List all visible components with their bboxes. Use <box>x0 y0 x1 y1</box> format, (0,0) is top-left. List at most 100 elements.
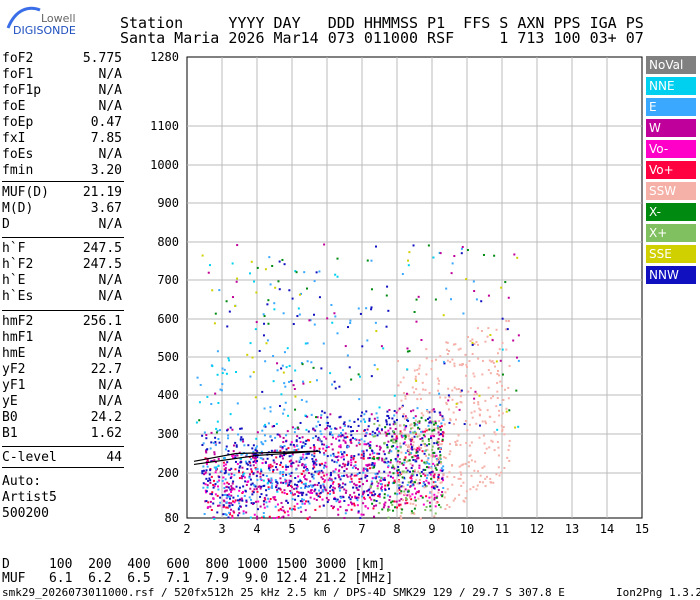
echo-point <box>400 490 403 493</box>
echo-point <box>384 426 387 429</box>
echo-point <box>345 454 348 457</box>
echo-point <box>313 447 316 450</box>
echo-point <box>429 473 432 476</box>
x-tick-label: 13 <box>565 522 579 536</box>
echo-point <box>471 338 474 341</box>
echo-point <box>390 459 393 462</box>
echo-point <box>312 366 315 369</box>
echo-point <box>222 476 225 479</box>
echo-point <box>400 471 403 474</box>
param-value: 0.47 <box>90 115 122 130</box>
echo-point <box>323 464 326 467</box>
echo-point <box>442 419 445 422</box>
echo-point <box>404 456 407 459</box>
echo-point <box>268 256 271 259</box>
footer-muf-row: MUF 6.1 6.2 6.5 7.1 7.9 9.0 12.4 21.2 [M… <box>2 571 394 586</box>
echo-point <box>422 414 425 417</box>
echo-point <box>441 431 444 434</box>
echo-point <box>232 454 235 457</box>
echo-point <box>426 458 429 461</box>
echo-point <box>381 457 384 460</box>
echo-point <box>459 395 462 398</box>
echo-point <box>297 507 300 510</box>
echo-point <box>326 317 329 320</box>
echo-point <box>396 460 399 463</box>
echo-point <box>202 482 205 485</box>
echo-point <box>236 494 239 497</box>
echo-point <box>426 474 429 477</box>
echo-point <box>293 487 296 490</box>
echo-point <box>228 496 231 499</box>
param-label: h`E <box>2 273 26 288</box>
echo-point <box>206 484 209 487</box>
echo-point <box>216 350 219 353</box>
echo-point <box>445 401 448 404</box>
echo-point <box>267 299 270 302</box>
echo-point <box>460 464 463 467</box>
echo-point <box>248 496 251 499</box>
echo-point <box>400 406 403 409</box>
echo-point <box>371 477 374 480</box>
echo-point <box>453 362 456 365</box>
echo-point <box>216 504 219 507</box>
echo-point <box>292 493 295 496</box>
echo-point <box>315 463 318 466</box>
echo-point <box>290 465 293 468</box>
echo-point <box>364 420 367 423</box>
echo-point <box>451 389 454 392</box>
echo-point <box>247 463 250 466</box>
echo-point <box>441 491 444 494</box>
echo-point <box>290 441 293 444</box>
echo-point <box>261 457 264 460</box>
echo-point <box>309 381 312 384</box>
echo-point <box>364 474 367 477</box>
echo-point <box>411 464 414 467</box>
x-tick-label: 3 <box>218 522 225 536</box>
echo-point <box>425 449 428 452</box>
chart-tick-labels: 2 3 4 5 6 7 8 9 10 11 12 13 14 1580200300400500600700… <box>150 50 649 536</box>
echo-point <box>362 418 365 421</box>
echo-point <box>433 410 436 413</box>
echo-point <box>334 315 337 318</box>
echo-point <box>358 471 361 474</box>
echo-point <box>507 448 510 451</box>
echo-point <box>212 486 215 489</box>
echo-point <box>439 457 442 460</box>
echo-point <box>452 411 455 414</box>
echo-point <box>226 494 229 497</box>
echo-point <box>403 429 406 432</box>
echo-point <box>322 342 325 345</box>
echo-point <box>214 436 217 439</box>
echo-point <box>402 442 405 445</box>
echo-point <box>254 447 257 450</box>
echo-point <box>341 453 344 456</box>
echo-point <box>397 449 400 452</box>
echo-point <box>435 454 438 457</box>
echo-point <box>335 500 338 503</box>
echo-point <box>264 461 267 464</box>
echo-point <box>254 396 257 399</box>
echo-point <box>427 244 430 247</box>
echo-point <box>351 502 354 505</box>
echo-point <box>388 508 391 511</box>
echo-point <box>361 495 364 498</box>
echo-point <box>282 312 285 315</box>
param-label: foF2 <box>2 51 34 66</box>
echo-point <box>226 429 229 432</box>
echo-point <box>305 439 308 442</box>
echo-point <box>418 481 421 484</box>
echo-point <box>223 468 226 471</box>
echo-point <box>207 271 210 274</box>
echo-point <box>269 410 272 413</box>
echo-point <box>236 499 239 502</box>
echo-point <box>376 480 379 483</box>
param-value: N/A <box>98 273 122 288</box>
echo-point <box>439 447 442 450</box>
echo-point <box>468 455 471 458</box>
echo-point <box>227 483 230 486</box>
echo-point <box>472 372 475 375</box>
echo-point <box>358 478 361 481</box>
echo-point <box>282 481 285 484</box>
param-label: yF2 <box>2 362 26 377</box>
echo-point <box>289 443 292 446</box>
